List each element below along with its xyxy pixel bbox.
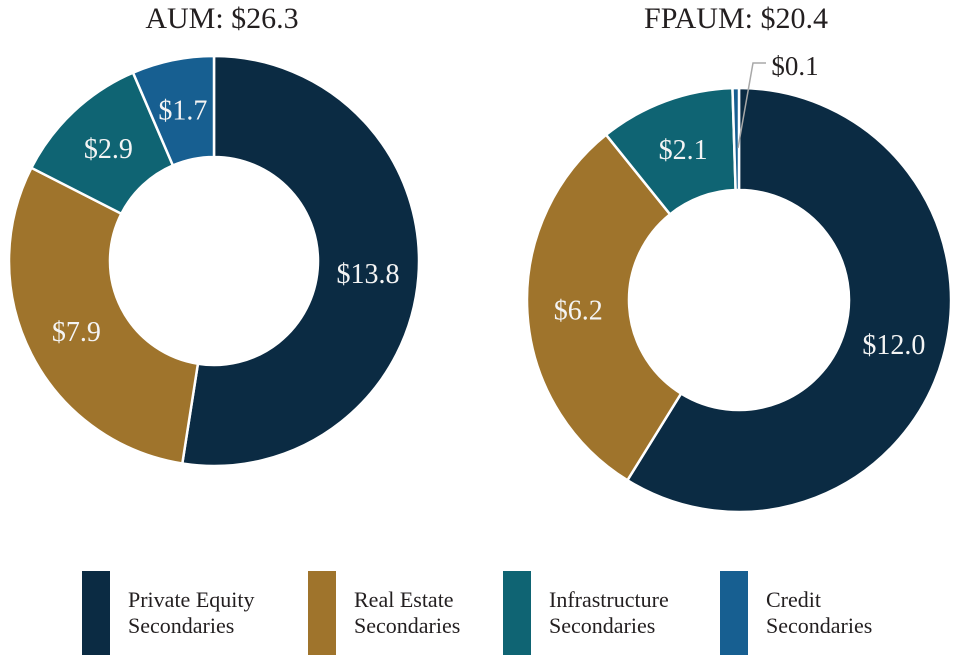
legend-label-infrastructure-secondaries: Infrastructure Secondaries — [549, 587, 669, 639]
aum-chart-title: AUM: $26.3 — [145, 2, 299, 35]
donut-slice — [131, 54, 216, 168]
aum-donut: $13.8 $7.9 $2.9 $1.7 — [7, 54, 421, 468]
fpaum-chart-title: FPAUM: $20.4 — [644, 2, 828, 35]
slice-value-label: $13.8 — [337, 259, 400, 290]
legend-label-line1: Infrastructure — [549, 587, 669, 612]
legend-label-credit-secondaries: Credit Secondaries — [766, 587, 872, 639]
donut-slice — [731, 86, 741, 192]
slice-value-label: $12.0 — [862, 330, 925, 361]
credit-callout-line — [737, 62, 766, 149]
slice-value-label: $1.7 — [158, 95, 207, 126]
donut-slice — [180, 54, 421, 468]
slice-value-label: $2.9 — [84, 134, 133, 165]
donut-slice — [625, 86, 953, 514]
slice-value-label: $2.1 — [659, 135, 708, 166]
fpaum-donut: $12.0 $6.2 $2.1 — [525, 86, 953, 514]
slice-value-label: $6.2 — [554, 296, 603, 327]
private-equity-swatch — [82, 571, 110, 655]
donut-slice — [525, 133, 683, 482]
slice-value-label: $7.9 — [52, 317, 101, 348]
legend-item-credit-secondaries: Credit Secondaries — [720, 571, 872, 655]
credit-callout-label: $0.1 — [771, 51, 818, 81]
legend-label-line1: Private Equity — [128, 587, 255, 612]
legend-item-infrastructure-secondaries: Infrastructure Secondaries — [503, 571, 669, 655]
legend-item-private-equity-secondaries: Private Equity Secondaries — [82, 571, 254, 655]
real-estate-swatch — [308, 571, 336, 655]
legend-label-line2: Secondaries — [128, 613, 235, 638]
credit-swatch — [720, 571, 748, 655]
legend-item-real-estate-secondaries: Real Estate Secondaries — [308, 571, 460, 655]
legend-label-line1: Credit — [766, 587, 821, 612]
infrastructure-swatch — [503, 571, 531, 655]
legend-label-private-equity-secondaries: Private Equity Secondaries — [128, 587, 254, 639]
legend-label-line1: Real Estate — [354, 587, 454, 612]
legend-label-real-estate-secondaries: Real Estate Secondaries — [354, 587, 460, 639]
legend-label-line2: Secondaries — [354, 613, 461, 638]
legend-label-line2: Secondaries — [766, 613, 873, 638]
legend-label-line2: Secondaries — [549, 613, 656, 638]
donut-slice — [7, 166, 200, 465]
